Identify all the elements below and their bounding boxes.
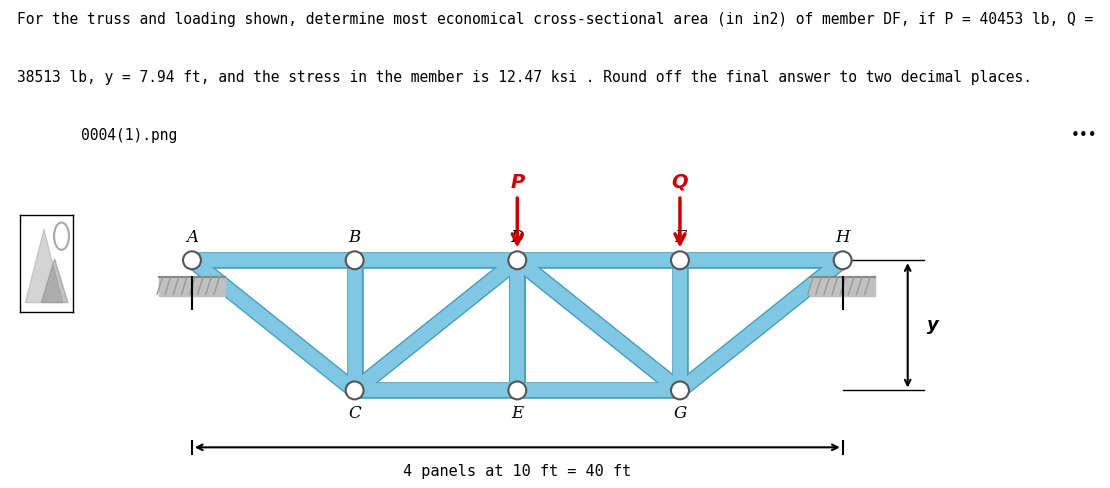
Circle shape: [834, 251, 851, 269]
Circle shape: [508, 382, 526, 399]
Bar: [810, 277, 875, 296]
Text: 4 panels at 10 ft = 40 ft: 4 panels at 10 ft = 40 ft: [403, 464, 632, 479]
Text: y: y: [927, 316, 939, 334]
Text: Q: Q: [672, 173, 688, 192]
Circle shape: [672, 251, 689, 269]
Text: D: D: [511, 228, 524, 245]
Text: E: E: [512, 405, 523, 422]
Text: 0004(1).png: 0004(1).png: [81, 128, 178, 143]
Text: H: H: [836, 228, 850, 245]
Circle shape: [672, 382, 689, 399]
Circle shape: [183, 251, 201, 269]
Text: A: A: [186, 228, 198, 245]
Circle shape: [508, 251, 526, 269]
Text: P: P: [511, 173, 524, 192]
Polygon shape: [26, 229, 62, 303]
Text: G: G: [674, 405, 687, 422]
Text: 38513 lb, y = 7.94 ft, and the stress in the member is 12.47 ksi . Round off the: 38513 lb, y = 7.94 ft, and the stress in…: [17, 70, 1031, 85]
Text: F: F: [674, 228, 686, 245]
Text: B: B: [349, 228, 361, 245]
Circle shape: [345, 251, 364, 269]
Text: C: C: [349, 405, 361, 422]
Bar: [160, 277, 224, 296]
Circle shape: [345, 382, 364, 399]
Polygon shape: [41, 259, 68, 303]
Text: For the truss and loading shown, determine most economical cross-sectional area : For the truss and loading shown, determi…: [17, 13, 1093, 27]
Text: •••: •••: [1071, 128, 1098, 143]
